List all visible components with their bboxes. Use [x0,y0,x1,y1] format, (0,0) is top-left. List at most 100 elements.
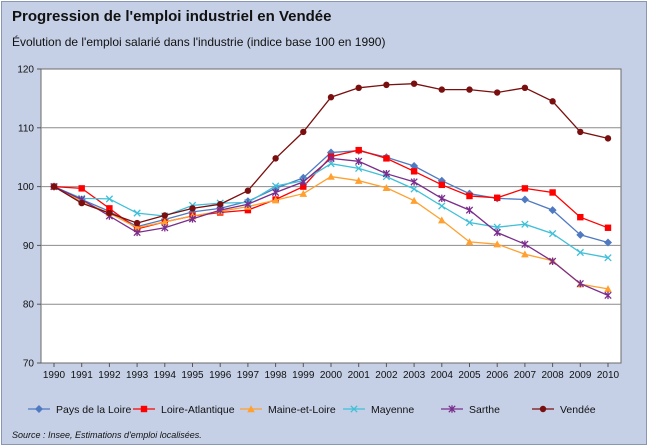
data-point [133,209,141,217]
x-tick-label: 2010 [597,370,620,381]
series-sarthe [50,154,612,300]
legend-label: Mayenne [371,404,414,416]
legend-marker [140,405,148,413]
data-point [327,172,335,180]
data-point [244,187,252,194]
legend: Pays de la Loire Loire-Atlantique Maine-et… [28,404,596,416]
source-note: Source : Insee, Estimations d'emploi loc… [12,430,202,440]
y-tick-label: 80 [23,300,35,311]
data-point [78,185,85,192]
data-point [410,185,418,193]
data-point [271,188,280,197]
series-vendee [50,80,612,227]
data-point [576,248,584,257]
legend-marker [539,405,547,413]
x-tick-label: 2001 [348,370,371,381]
legend-item: Pays de la Loire [28,404,131,416]
legend-item: Vendée [532,404,596,416]
x-tick-label: 1992 [98,370,121,381]
data-point [355,164,363,173]
data-point [604,285,612,293]
gridlines [41,127,621,305]
data-point [465,238,474,246]
data-point [438,181,445,189]
legend-marker [247,405,255,413]
data-point [216,206,224,214]
x-axis-ticks: 1990 1991 1992 1993 1994 1995 1996 1997 1998 1999… [43,363,620,381]
data-point [244,206,252,214]
data-point [521,84,529,92]
data-point [410,80,418,87]
data-point [410,168,418,175]
data-point [50,183,58,190]
x-tick-label: 2007 [514,370,537,381]
x-tick-label: 1997 [237,370,260,381]
data-point [604,291,612,300]
y-tick-label: 90 [23,241,35,252]
y-tick-label: 110 [18,123,34,134]
data-point [466,192,473,200]
y-tick-label: 70 [23,359,35,370]
legend-label: Maine-et-Loire [268,404,336,416]
data-point [327,160,335,168]
data-point [577,213,584,221]
data-point [78,199,85,207]
data-point [410,162,419,171]
data-point [521,240,529,248]
x-tick-label: 1990 [43,370,66,381]
data-point [106,209,113,217]
x-tick-label: 2003 [403,370,426,381]
data-point [133,223,141,231]
data-point [493,223,501,231]
legend-label: Vendée [560,404,596,416]
data-point [272,155,279,162]
legend-item: Loire-Atlantique [133,404,235,416]
data-point [604,238,612,247]
data-point [438,202,446,210]
data-point [521,185,529,192]
series-group [50,80,612,300]
data-point [300,128,307,136]
data-point [188,215,197,223]
data-point [494,194,501,201]
x-tick-label: 2006 [486,370,509,381]
data-point [549,189,556,196]
data-point [604,135,612,142]
legend-label: Loire-Atlantique [161,404,235,416]
x-tick-label: 2000 [320,370,343,381]
legend-item: Maine-et-Loire [240,404,336,416]
data-point [355,84,362,92]
data-point [548,206,557,215]
legend-label: Pays de la Loire [56,404,131,416]
data-point [410,196,418,204]
data-point [548,257,557,265]
data-point [327,154,335,163]
data-point [354,176,363,184]
x-tick-label: 1996 [209,370,232,381]
data-point [105,195,114,203]
data-point [438,86,445,93]
legend-marker [448,405,456,413]
y-tick-label: 120 [17,65,34,76]
x-tick-label: 2002 [375,370,398,381]
data-point [548,229,557,238]
data-point [299,178,307,186]
data-point [106,205,113,212]
data-point [577,128,584,136]
data-point [244,200,252,208]
data-point [271,182,280,190]
data-point [161,212,168,219]
legend-label: Sarthe [469,404,500,416]
data-point [161,218,169,226]
data-point [271,196,280,204]
x-tick-label: 1991 [71,370,94,381]
legend-item: Mayenne [343,404,414,416]
data-point [382,183,391,191]
x-tick-label: 1994 [154,370,177,381]
data-point [576,279,584,288]
data-point [493,228,501,237]
y-axis-ticks: 70 80 90 100 110 120 [17,65,41,370]
y-tick-label: 100 [17,182,34,193]
data-point [299,189,308,197]
